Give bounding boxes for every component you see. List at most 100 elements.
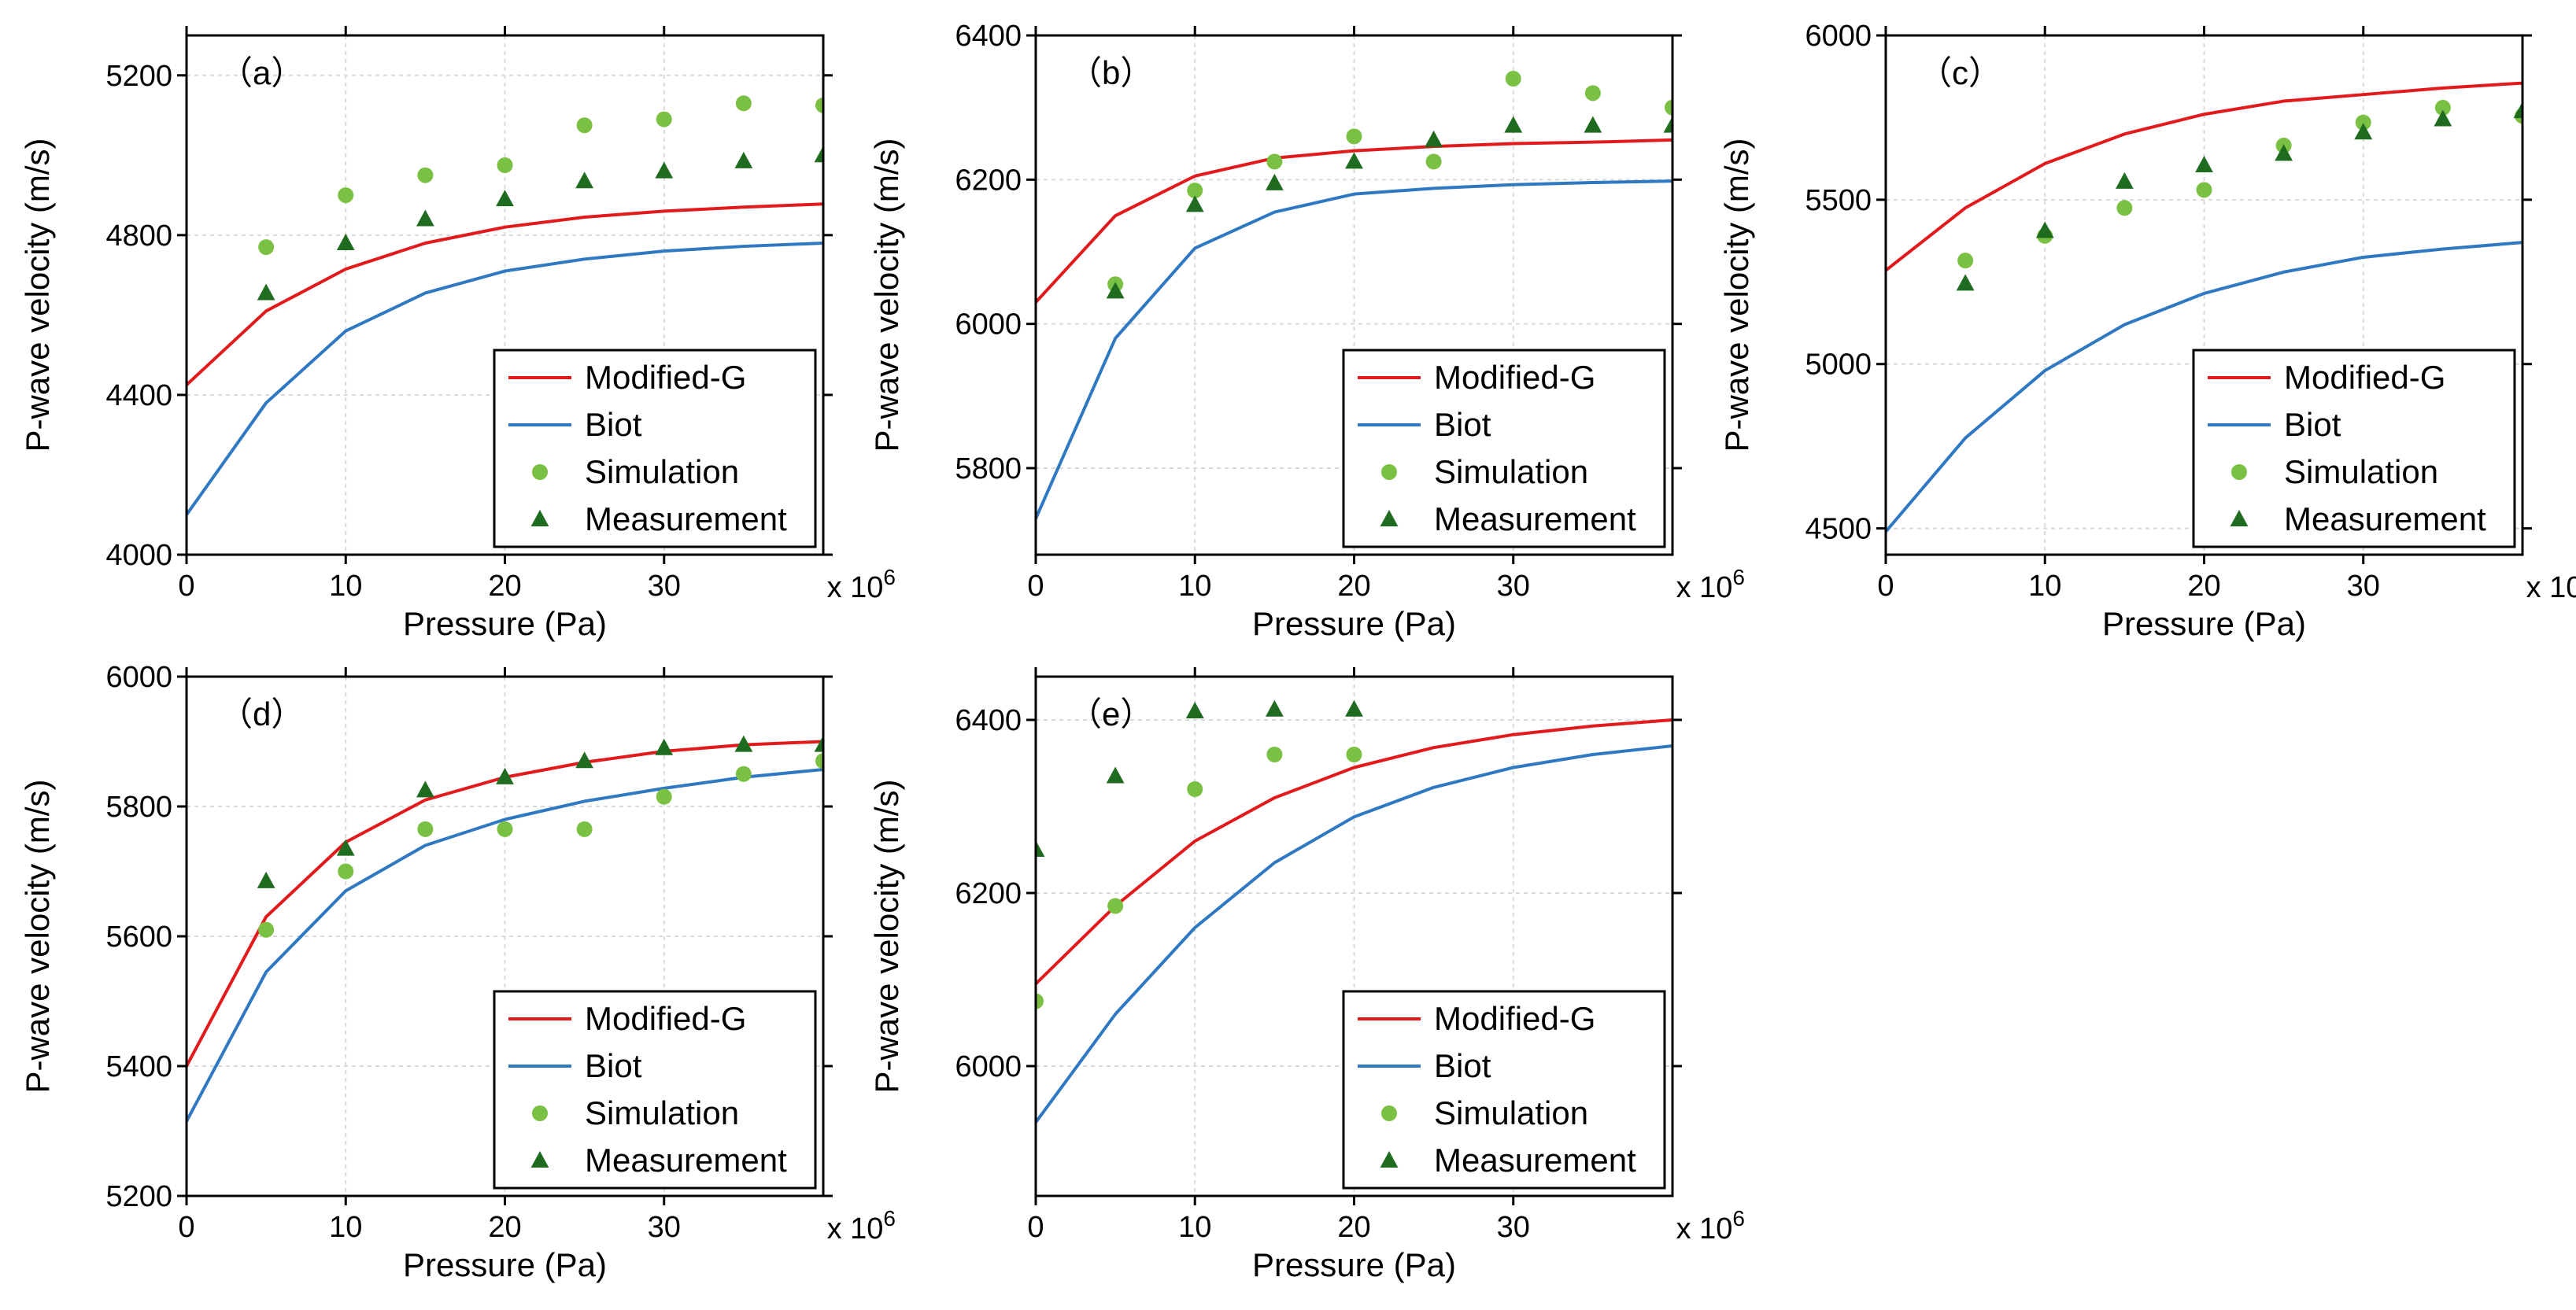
measurement-point bbox=[2434, 109, 2452, 127]
legend-label-biot: Biot bbox=[585, 406, 642, 443]
measurement-point bbox=[1185, 702, 1204, 718]
legend: Modified-G Biot Simulation Measurement bbox=[1342, 349, 1666, 548]
x-multiplier-exponent: 6 bbox=[883, 565, 896, 589]
y-axis-label: P-wave velocity (m/s) bbox=[868, 779, 905, 1093]
y-axis: 4500 5000 5500 6000 bbox=[1805, 20, 2532, 546]
x-multiplier-base: x 10 bbox=[1676, 571, 1733, 604]
simulation-point bbox=[497, 157, 513, 173]
legend-label-modified_g: Modified-G bbox=[1434, 359, 1595, 396]
measurement-point bbox=[655, 161, 674, 179]
simulation-point bbox=[1665, 99, 1672, 116]
legend-label-simulation: Simulation bbox=[1434, 453, 1588, 490]
x-tick-label: 20 bbox=[1337, 1211, 1370, 1244]
simulation-point bbox=[258, 239, 275, 256]
measurement-point bbox=[575, 172, 594, 189]
x-tick-label: 20 bbox=[488, 1211, 521, 1244]
measurement-point bbox=[1345, 699, 1363, 717]
legend-swatch-simulation bbox=[1381, 1105, 1397, 1121]
series-line-modified-g bbox=[1036, 138, 1672, 304]
chart-panel-a: 0 10 20 30 x 106 4000 4400 4800 5200 Pressure (Pa… bbox=[19, 26, 896, 642]
measurement-point bbox=[2354, 123, 2373, 140]
legend-label-biot: Biot bbox=[2284, 406, 2341, 443]
series-group bbox=[1036, 699, 1672, 1124]
x-tick-label: 0 bbox=[1027, 570, 1044, 603]
simulation-point bbox=[338, 863, 354, 880]
legend: Modified-G Biot Simulation Measurement bbox=[1342, 990, 1666, 1190]
simulation-point bbox=[1425, 153, 1442, 170]
y-tick-label: 5400 bbox=[105, 1050, 172, 1083]
legend-label-modified_g: Modified-G bbox=[2284, 359, 2445, 396]
legend-swatch-simulation bbox=[2231, 464, 2247, 480]
simulation-point bbox=[576, 821, 593, 837]
x-multiplier-base: x 10 bbox=[1676, 1212, 1733, 1245]
legend-box bbox=[493, 990, 817, 1190]
measurement-point bbox=[1265, 699, 1284, 717]
legend-label-simulation: Simulation bbox=[2284, 453, 2438, 490]
simulation-point bbox=[1187, 183, 1203, 199]
legend-box bbox=[1342, 990, 1666, 1190]
series-group bbox=[1886, 81, 2522, 533]
x-multiplier-base: x 10 bbox=[2526, 571, 2576, 604]
y-axis: 6000 6200 6400 bbox=[955, 704, 1682, 1083]
x-multiplier-base: x 10 bbox=[827, 1212, 884, 1245]
x-axis: 0 10 20 30 x 106 bbox=[178, 26, 896, 604]
x-multiplier: x 106 bbox=[1676, 1206, 1745, 1245]
x-tick-label: 0 bbox=[1027, 1211, 1044, 1244]
x-tick-label: 30 bbox=[1497, 570, 1530, 603]
series-line-biot bbox=[187, 767, 823, 1123]
panel-label: （a） bbox=[220, 54, 304, 91]
x-tick-label: 10 bbox=[2028, 570, 2061, 603]
y-tick-label: 6000 bbox=[955, 308, 1022, 341]
x-multiplier-exponent: 6 bbox=[1732, 1206, 1745, 1231]
measurement-point bbox=[1265, 173, 1284, 190]
measurement-point bbox=[1106, 282, 1125, 299]
y-axis: 4000 4400 4800 5200 bbox=[105, 60, 833, 572]
x-tick-label: 30 bbox=[648, 570, 681, 603]
measurement-point bbox=[1036, 840, 1045, 857]
y-tick-label: 6200 bbox=[955, 164, 1022, 197]
legend-box bbox=[2192, 349, 2516, 548]
x-tick-label: 30 bbox=[1497, 1211, 1530, 1244]
simulation-point bbox=[735, 95, 752, 112]
measurement-point bbox=[1504, 116, 1523, 133]
measurement-point bbox=[496, 190, 514, 207]
x-tick-label: 10 bbox=[1178, 1211, 1211, 1244]
panel-label: （c） bbox=[1919, 54, 2001, 91]
simulation-point bbox=[258, 921, 275, 938]
y-axis-label: P-wave velocity (m/s) bbox=[1718, 138, 1755, 452]
series-group bbox=[187, 735, 823, 1123]
legend-label-simulation: Simulation bbox=[585, 453, 739, 490]
y-tick-label: 4000 bbox=[105, 539, 172, 572]
simulation-point bbox=[815, 97, 823, 113]
measurement-point bbox=[336, 234, 355, 250]
x-tick-label: 0 bbox=[178, 1211, 194, 1244]
series-line-biot bbox=[1036, 179, 1672, 519]
simulation-point bbox=[338, 187, 354, 204]
x-tick-label: 30 bbox=[2347, 570, 2380, 603]
measurement-point bbox=[1663, 116, 1672, 133]
measurement-point bbox=[336, 839, 355, 856]
measurement-point bbox=[1425, 130, 1443, 147]
series-line-biot bbox=[187, 242, 823, 516]
y-tick-label: 4800 bbox=[105, 220, 172, 253]
x-multiplier: x 106 bbox=[827, 1206, 896, 1245]
measurement-point bbox=[416, 209, 434, 227]
y-tick-label: 5000 bbox=[1805, 349, 1872, 382]
x-multiplier-exponent: 6 bbox=[1732, 565, 1745, 589]
measurement-point bbox=[2035, 221, 2054, 238]
x-tick-label: 20 bbox=[488, 570, 521, 603]
y-tick-label: 6400 bbox=[955, 20, 1022, 53]
measurement-point bbox=[814, 735, 823, 752]
y-axis-label: P-wave velocity (m/s) bbox=[868, 138, 905, 452]
simulation-point bbox=[1505, 71, 1521, 87]
simulation-point bbox=[1584, 85, 1601, 101]
measurement-point bbox=[1185, 195, 1204, 212]
x-tick-label: 10 bbox=[1178, 570, 1211, 603]
legend-swatch-measurement bbox=[1380, 1151, 1399, 1168]
legend-label-modified_g: Modified-G bbox=[585, 1000, 746, 1037]
y-axis-label: P-wave velocity (m/s) bbox=[19, 779, 56, 1093]
y-tick-label: 5200 bbox=[105, 60, 172, 93]
